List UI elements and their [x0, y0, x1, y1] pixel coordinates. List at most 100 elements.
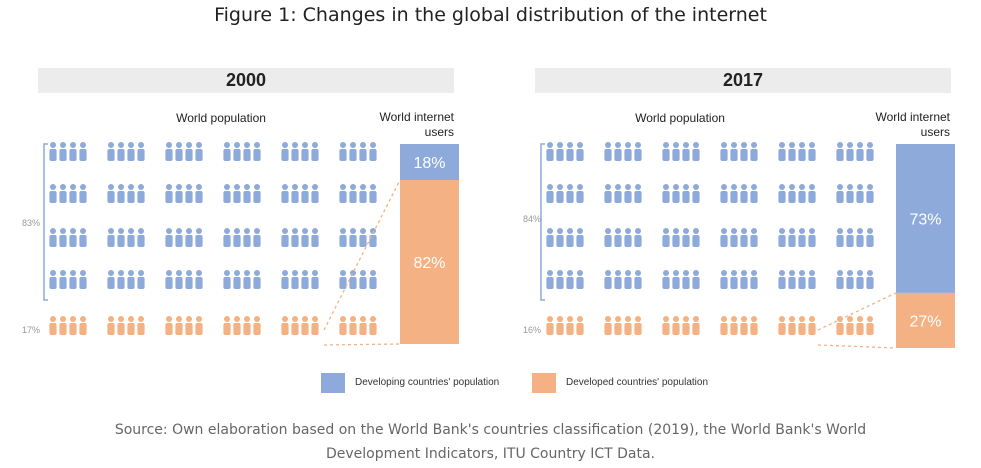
person-icon	[117, 316, 125, 335]
person-icon	[662, 142, 670, 161]
person-icon	[253, 316, 261, 335]
person-icon	[682, 316, 690, 335]
person-icon	[836, 270, 844, 289]
person-icon	[243, 142, 251, 161]
person-icon	[730, 184, 738, 203]
person-icon	[185, 270, 193, 289]
person-icon	[127, 142, 135, 161]
person-icon	[223, 270, 231, 289]
person-icon	[291, 316, 299, 335]
person-icon	[556, 228, 564, 247]
person-icon	[69, 316, 77, 335]
person-icon	[682, 184, 690, 203]
person-icon	[866, 142, 874, 161]
person-icon	[846, 142, 854, 161]
world-internet-users-label: World internet users	[840, 110, 950, 140]
person-icon	[253, 228, 261, 247]
person-icon	[836, 184, 844, 203]
person-icon	[349, 142, 357, 161]
person-icon	[223, 316, 231, 335]
person-icon	[253, 142, 261, 161]
person-icon	[49, 316, 57, 335]
person-icon	[369, 184, 377, 203]
world-population-label: World population	[176, 111, 266, 125]
person-icon	[730, 316, 738, 335]
person-icon	[672, 316, 680, 335]
person-icon	[662, 228, 670, 247]
person-icon	[69, 270, 77, 289]
person-icon	[339, 184, 347, 203]
person-icon	[546, 228, 554, 247]
person-icon	[117, 270, 125, 289]
pictogram-and-bar: 73% 27%	[540, 142, 955, 349]
person-icon	[720, 142, 728, 161]
person-icon	[692, 184, 700, 203]
world-internet-users-label-line1: World internet	[875, 110, 950, 124]
bar-label-developing: 18%	[413, 155, 445, 172]
person-icon	[740, 142, 748, 161]
bar-segment-developing	[896, 144, 955, 293]
bar-segment-developing	[400, 144, 459, 180]
person-icon	[720, 228, 728, 247]
person-icon	[369, 316, 377, 335]
person-icon	[856, 316, 864, 335]
legend-label-developed: Developed countries' population	[566, 377, 709, 388]
person-icon	[281, 184, 289, 203]
person-icon	[682, 228, 690, 247]
person-icon	[195, 270, 203, 289]
person-icon	[185, 316, 193, 335]
person-icon	[624, 270, 632, 289]
person-icon	[788, 316, 796, 335]
person-icon	[798, 142, 806, 161]
person-icon	[127, 184, 135, 203]
person-icon	[79, 228, 87, 247]
person-icon	[253, 270, 261, 289]
person-icon	[349, 316, 357, 335]
person-icon	[750, 184, 758, 203]
person-icon	[281, 228, 289, 247]
person-icon	[798, 184, 806, 203]
person-icon	[107, 270, 115, 289]
person-icon	[223, 228, 231, 247]
person-icon	[566, 316, 574, 335]
source-line-1: Source: Own elaboration based on the Wor…	[114, 422, 867, 438]
person-icon	[223, 142, 231, 161]
person-icon	[614, 270, 622, 289]
person-icon	[243, 270, 251, 289]
legend-swatch-developed	[532, 373, 556, 393]
person-icon	[798, 316, 806, 335]
person-icon	[624, 316, 632, 335]
person-icon	[185, 228, 193, 247]
person-icon	[233, 142, 241, 161]
person-icon	[107, 184, 115, 203]
person-icon	[165, 316, 173, 335]
person-icon	[301, 142, 309, 161]
person-icon	[185, 142, 193, 161]
person-icon	[59, 270, 67, 289]
person-icon	[778, 270, 786, 289]
person-icon	[117, 228, 125, 247]
person-icon	[175, 228, 183, 247]
person-icon	[788, 228, 796, 247]
person-icon	[117, 142, 125, 161]
person-icon	[59, 228, 67, 247]
developing-population-share: 84%	[522, 214, 541, 224]
source-note: Source: Own elaboration based on the Wor…	[0, 418, 981, 466]
person-icon	[127, 316, 135, 335]
person-icon	[740, 270, 748, 289]
person-icon	[682, 142, 690, 161]
person-icon	[311, 184, 319, 203]
year-header: 2017	[535, 68, 951, 93]
person-icon	[301, 316, 309, 335]
bar-segment-developed	[400, 180, 459, 344]
person-icon	[740, 228, 748, 247]
person-icon	[339, 316, 347, 335]
person-icon	[750, 316, 758, 335]
person-icon	[836, 142, 844, 161]
person-icon	[359, 184, 367, 203]
person-icon	[634, 270, 642, 289]
person-icon	[604, 142, 612, 161]
bar-label-developed: 27%	[909, 313, 941, 330]
person-icon	[672, 142, 680, 161]
person-icon	[281, 142, 289, 161]
